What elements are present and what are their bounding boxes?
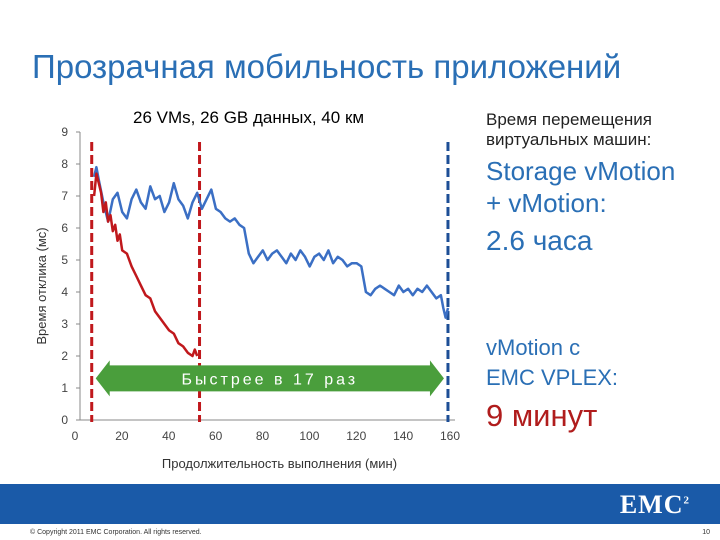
side-heading-line1: Время перемещения	[486, 110, 652, 129]
series-line-red	[92, 172, 199, 358]
x-tick-label: 0	[72, 429, 79, 443]
y-tick-label: 9	[61, 125, 68, 139]
y-tick-label: 0	[61, 413, 68, 427]
x-tick-label: 60	[209, 429, 223, 443]
y-tick-label: 5	[61, 253, 68, 267]
side-tech-vplex: vMotion с EMC VPLEX:	[486, 333, 618, 393]
y-tick-label: 7	[61, 189, 68, 203]
divider-lines	[90, 142, 450, 422]
slide-title: Прозрачная мобильность приложений	[32, 48, 622, 85]
y-tick-label: 6	[61, 221, 68, 235]
emc-logo-sup: 2	[683, 494, 690, 507]
emc-logo: EMC2	[620, 490, 690, 520]
y-tick-label: 3	[61, 317, 68, 331]
speedup-arrow-shape	[95, 360, 444, 397]
side-tech1-line1: Storage vMotion	[486, 156, 676, 186]
x-tick-label: 20	[115, 429, 129, 443]
x-tick-label: 160	[440, 429, 460, 443]
chart-svg: 0 1 2 3 4 5 6 7 8 9 0 20 40 60 80 100 120 140 160 Быстрее…	[34, 125, 461, 471]
series-lines	[92, 165, 450, 358]
x-tick-label: 40	[162, 429, 176, 443]
page-number: 10	[702, 529, 710, 536]
y-axis-label: Время отклика (мс)	[34, 227, 49, 344]
side-heading: Время перемещения виртуальных машин:	[486, 110, 652, 150]
side-time-storage-vmotion: 2.6 часа	[486, 225, 593, 256]
x-tick-label: 140	[393, 429, 413, 443]
copyright-text: © Copyright 2011 EMC Corporation. All ri…	[30, 529, 202, 536]
chart-axes	[79, 132, 455, 421]
y-tick-label: 8	[61, 157, 68, 171]
speedup-arrow: Быстрее в 17 раз	[95, 360, 444, 397]
y-tick-label: 1	[61, 381, 68, 395]
side-tech1-line2: + vMotion:	[486, 188, 607, 218]
side-heading-line2: виртуальных машин:	[486, 130, 652, 149]
side-tech2-line1: vMotion с	[486, 335, 581, 360]
side-time-vplex: 9 минут	[486, 398, 598, 433]
y-tick-label: 2	[61, 349, 68, 363]
chart-title: 26 VMs, 26 GB данных, 40 км	[133, 108, 365, 127]
x-tick-label: 100	[299, 429, 319, 443]
footer-bar	[0, 484, 720, 524]
x-axis-label: Продолжительность выполнения (мин)	[162, 456, 397, 471]
series-line-blue	[92, 165, 450, 319]
x-tick-labels: 0 20 40 60 80 100 120 140 160	[72, 429, 461, 443]
x-tick-label: 80	[256, 429, 270, 443]
side-tech-storage-vmotion: Storage vMotion + vMotion:	[486, 155, 675, 219]
y-tick-label: 4	[61, 285, 68, 299]
side-tech2-line2: EMC VPLEX:	[486, 365, 619, 390]
emc-logo-text: EMC	[619, 490, 684, 519]
y-tick-labels: 0 1 2 3 4 5 6 7 8 9	[61, 125, 80, 427]
speedup-arrow-label: Быстрее в 17 раз	[182, 371, 359, 388]
x-tick-label: 120	[346, 429, 366, 443]
